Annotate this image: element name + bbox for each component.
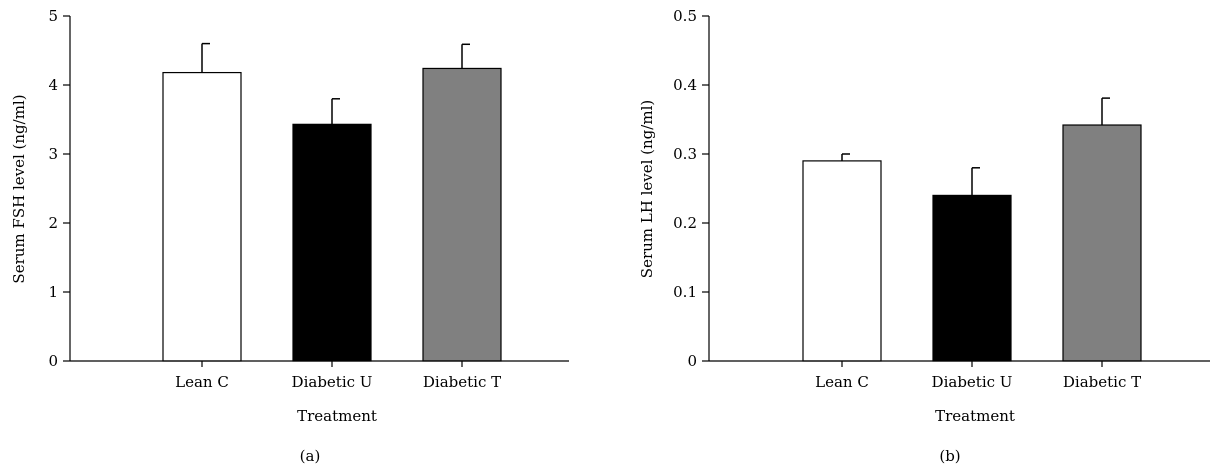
panel-a-error-bar-lean-c xyxy=(201,42,210,73)
panel-a-x-tick-label: Lean C xyxy=(175,373,229,391)
panel-a-bar-lean-c xyxy=(162,71,242,362)
panel-a-y-tick-label: 0 xyxy=(48,352,58,370)
panel-a-y-tick-label: 1 xyxy=(48,283,58,301)
panel-b-y-tick-label: 0.1 xyxy=(673,283,697,301)
panel-b-y-tick-label: 0.2 xyxy=(673,214,697,232)
panel-b-y-tick-label: 0 xyxy=(687,352,697,370)
panel-a-bar-diabetic-u xyxy=(292,123,372,362)
panel-b-y-axis-title: Serum LH level (ng/ml) xyxy=(638,100,656,278)
panel-a-plot-area: Lean C Diabetic U Diabetic T 0 1 2 3 4 5 xyxy=(48,7,569,391)
panel-b-x-tick-label: Diabetic T xyxy=(1063,373,1141,391)
panel-b-x-tick-label: Lean C xyxy=(815,373,869,391)
panel-b-x-axis-title: Treatment xyxy=(935,407,1015,425)
panel-a-y-tick-label: 3 xyxy=(48,145,58,163)
panel-b-y-tick-label: 0.3 xyxy=(673,145,697,163)
panel-b-plot-area: Lean C Diabetic U Diabetic T 0 0.1 0.2 0.3 0.4 0… xyxy=(673,7,1210,391)
panel-a-y-tick-label: 4 xyxy=(48,76,58,94)
panel-a-bar-diabetic-t xyxy=(422,67,502,362)
panel-a-y-tick-label: 5 xyxy=(48,7,58,25)
panel-a-x-tick-label: Diabetic U xyxy=(292,373,373,391)
panel-b-y-tick-label: 0.5 xyxy=(673,7,697,25)
panel-b-error-bar-diabetic-u xyxy=(971,167,980,196)
panel-a-y-axis-title: Serum FSH level (ng/ml) xyxy=(10,94,28,283)
panel-a-x-axis-title: Treatment xyxy=(297,407,377,425)
panel-b-x-tick-label: Diabetic U xyxy=(932,373,1013,391)
panel-b-bar-diabetic-t xyxy=(1062,124,1142,362)
panel-a-fsh-chart: Lean C Diabetic U Diabetic T 0 1 2 3 4 5 Serum F… xyxy=(10,7,569,465)
panel-b-y-tick-label: 0.4 xyxy=(673,76,697,94)
panel-a-x-tick-label: Diabetic T xyxy=(423,373,501,391)
panel-b-error-bar-diabetic-t xyxy=(1101,97,1110,126)
panel-b-error-bar-lean-c xyxy=(841,153,850,161)
panel-b-bar-diabetic-u xyxy=(932,194,1012,362)
panel-b-bar-lean-c xyxy=(802,160,882,362)
panel-b-lh-chart: Lean C Diabetic U Diabetic T 0 0.1 0.2 0.3 0.4 0… xyxy=(638,7,1210,465)
panel-a-y-tick-label: 2 xyxy=(48,214,58,232)
panel-a-error-bar-diabetic-u xyxy=(331,98,340,125)
panel-a-label: (a) xyxy=(300,447,321,465)
panel-b-label: (b) xyxy=(939,447,960,465)
panel-a-error-bar-diabetic-t xyxy=(461,43,470,69)
